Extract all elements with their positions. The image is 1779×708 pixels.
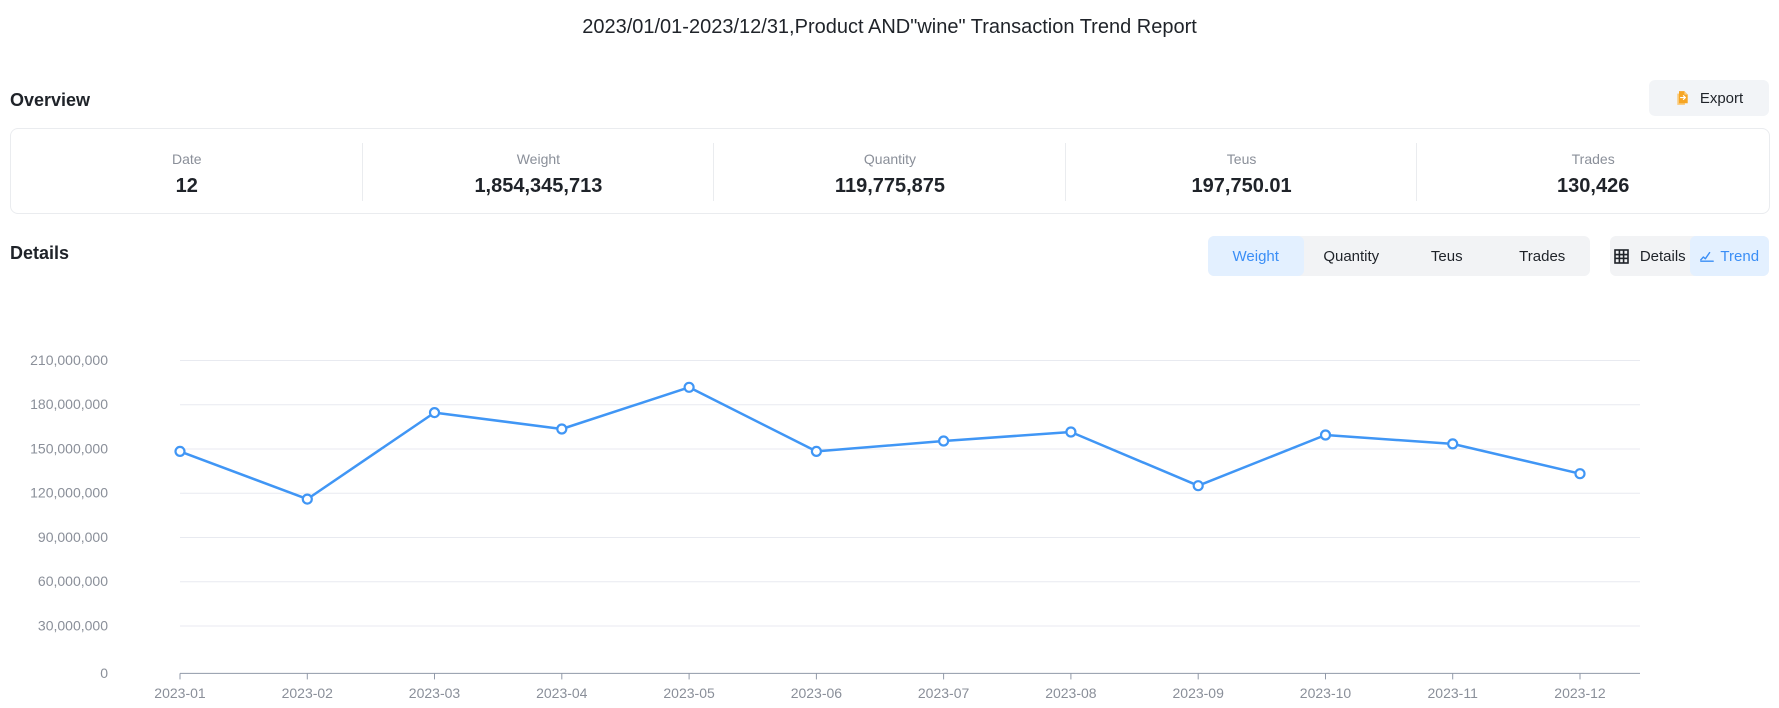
svg-text:120,000,000: 120,000,000 <box>30 485 108 501</box>
svg-text:180,000,000: 180,000,000 <box>30 396 108 412</box>
svg-text:2023-02: 2023-02 <box>282 685 334 701</box>
svg-text:150,000,000: 150,000,000 <box>30 441 108 457</box>
svg-text:2023-04: 2023-04 <box>536 685 588 701</box>
svg-text:2023-09: 2023-09 <box>1173 685 1225 701</box>
svg-text:2023-06: 2023-06 <box>791 685 843 701</box>
svg-text:2023-05: 2023-05 <box>663 685 715 701</box>
svg-text:210,000,000: 210,000,000 <box>30 352 108 368</box>
svg-text:60,000,000: 60,000,000 <box>38 573 108 589</box>
svg-text:2023-10: 2023-10 <box>1300 685 1352 701</box>
svg-text:2023-11: 2023-11 <box>1428 685 1479 701</box>
svg-text:30,000,000: 30,000,000 <box>38 618 108 634</box>
svg-text:90,000,000: 90,000,000 <box>38 529 108 545</box>
svg-text:2023-07: 2023-07 <box>918 685 970 701</box>
svg-text:2023-03: 2023-03 <box>409 685 461 701</box>
svg-text:2023-12: 2023-12 <box>1554 685 1606 701</box>
svg-text:2023-01: 2023-01 <box>154 685 206 701</box>
svg-text:2023-08: 2023-08 <box>1045 685 1097 701</box>
svg-text:0: 0 <box>100 665 108 681</box>
